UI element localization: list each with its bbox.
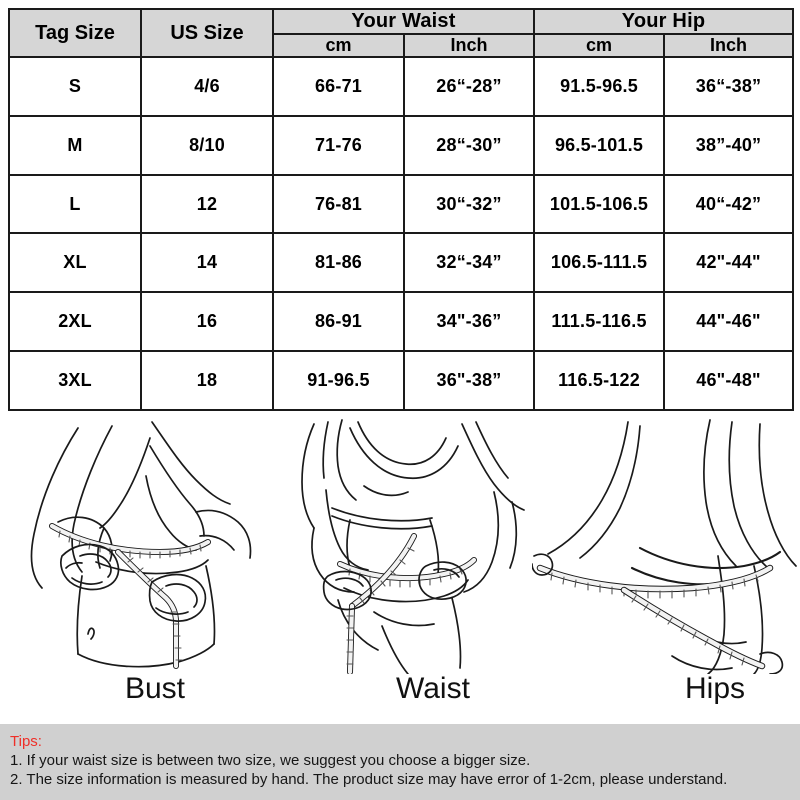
hips-measure-illustration [532, 416, 798, 674]
size-chart-table-container: Tag Size US Size Your Waist Your Hip cm … [8, 8, 795, 411]
table-body: S 4/6 66-71 26“-28” 91.5-96.5 36“-38” M 8/10 71-… [8, 56, 795, 411]
tips-title: Tips: [10, 733, 42, 750]
column-header-your-hip: Your Hip [533, 8, 795, 35]
figure-label-waist: Waist [396, 672, 470, 705]
cell-hip-inch: 36“-38” [663, 56, 795, 117]
cell-us-size: 18 [140, 350, 274, 411]
cell-hip-cm: 116.5-122 [533, 350, 666, 411]
figure-label-bust: Bust [124, 672, 186, 705]
figure-hips: Hips [532, 416, 798, 724]
size-chart-table: Tag Size US Size Your Waist Your Hip cm … [8, 8, 795, 411]
bust-measure-illustration [0, 416, 266, 674]
cell-us-size: 16 [140, 291, 274, 353]
cell-us-size: 14 [140, 232, 274, 294]
cell-hip-inch: 44"-46" [663, 291, 795, 353]
column-header-waist-inch: Inch [402, 33, 536, 58]
cell-tag-size: S [8, 56, 142, 117]
figure-waist: Waist [266, 416, 532, 724]
cell-tag-size: L [8, 173, 142, 235]
waist-measure-illustration [266, 416, 532, 674]
column-header-hip-cm: cm [533, 33, 666, 58]
cell-us-size: 4/6 [140, 56, 274, 117]
figure-bust: Bust [0, 416, 266, 724]
cell-tag-size: M [8, 114, 142, 176]
table-row: 2XL 16 86-91 34"-36” 111.5-116.5 44"-46" [8, 291, 795, 353]
tips-line-1: 1. If your waist size is between two siz… [10, 752, 531, 769]
cell-tag-size: 2XL [8, 291, 142, 353]
table-row: S 4/6 66-71 26“-28” 91.5-96.5 36“-38” [8, 56, 795, 117]
tips-line-2: 2. The size information is measured by h… [10, 771, 728, 788]
cell-waist-inch: 30“-32” [402, 173, 536, 235]
table-header-row-primary: Tag Size US Size Your Waist Your Hip [8, 8, 795, 58]
cell-waist-cm: 91-96.5 [272, 350, 405, 411]
column-header-waist-cm: cm [272, 33, 405, 58]
cell-hip-cm: 101.5-106.5 [533, 173, 666, 235]
column-header-tag-size: Tag Size [8, 8, 142, 58]
cell-hip-cm: 106.5-111.5 [533, 232, 666, 294]
cell-hip-cm: 111.5-116.5 [533, 291, 666, 353]
column-header-your-waist: Your Waist [271, 8, 536, 35]
cell-hip-inch: 42"-44" [663, 232, 795, 294]
cell-waist-cm: 71-76 [272, 114, 405, 176]
cell-waist-inch: 32“-34” [402, 232, 536, 294]
column-header-us-size: US Size [140, 8, 274, 58]
cell-hip-cm: 96.5-101.5 [533, 114, 666, 176]
cell-waist-inch: 26“-28” [402, 56, 536, 117]
cell-waist-cm: 81-86 [272, 232, 405, 294]
table-row: M 8/10 71-76 28“-30” 96.5-101.5 38”-40” [8, 114, 795, 176]
cell-tag-size: XL [8, 232, 142, 294]
cell-hip-inch: 40“-42” [663, 173, 795, 235]
table-row: L 12 76-81 30“-32” 101.5-106.5 40“-42” [8, 173, 795, 235]
column-header-hip-inch: Inch [663, 33, 795, 58]
table-header-row-secondary: cm Inch cm Inch [9, 33, 795, 58]
cell-waist-cm: 86-91 [272, 291, 405, 353]
cell-waist-inch: 28“-30” [402, 114, 536, 176]
cell-waist-inch: 36"-38” [402, 350, 536, 411]
cell-hip-cm: 91.5-96.5 [533, 56, 666, 117]
cell-us-size: 12 [140, 173, 274, 235]
figure-label-hips: Hips [684, 672, 745, 705]
tips-section: Tips: 1. If your waist size is between t… [0, 724, 800, 800]
cell-hip-inch: 46"-48" [663, 350, 795, 411]
cell-tag-size: 3XL [8, 350, 142, 411]
cell-us-size: 8/10 [140, 114, 274, 176]
cell-waist-cm: 66-71 [272, 56, 405, 117]
cell-waist-inch: 34"-36” [402, 291, 536, 353]
table-row: XL 14 81-86 32“-34” 106.5-111.5 42"-44" [8, 232, 795, 294]
cell-waist-cm: 76-81 [272, 173, 405, 235]
cell-hip-inch: 38”-40” [663, 114, 795, 176]
table-header: Tag Size US Size Your Waist Your Hip cm … [8, 8, 795, 58]
table-row: 3XL 18 91-96.5 36"-38” 116.5-122 46"-48" [8, 350, 795, 411]
measurement-illustrations: Bust [0, 416, 800, 724]
